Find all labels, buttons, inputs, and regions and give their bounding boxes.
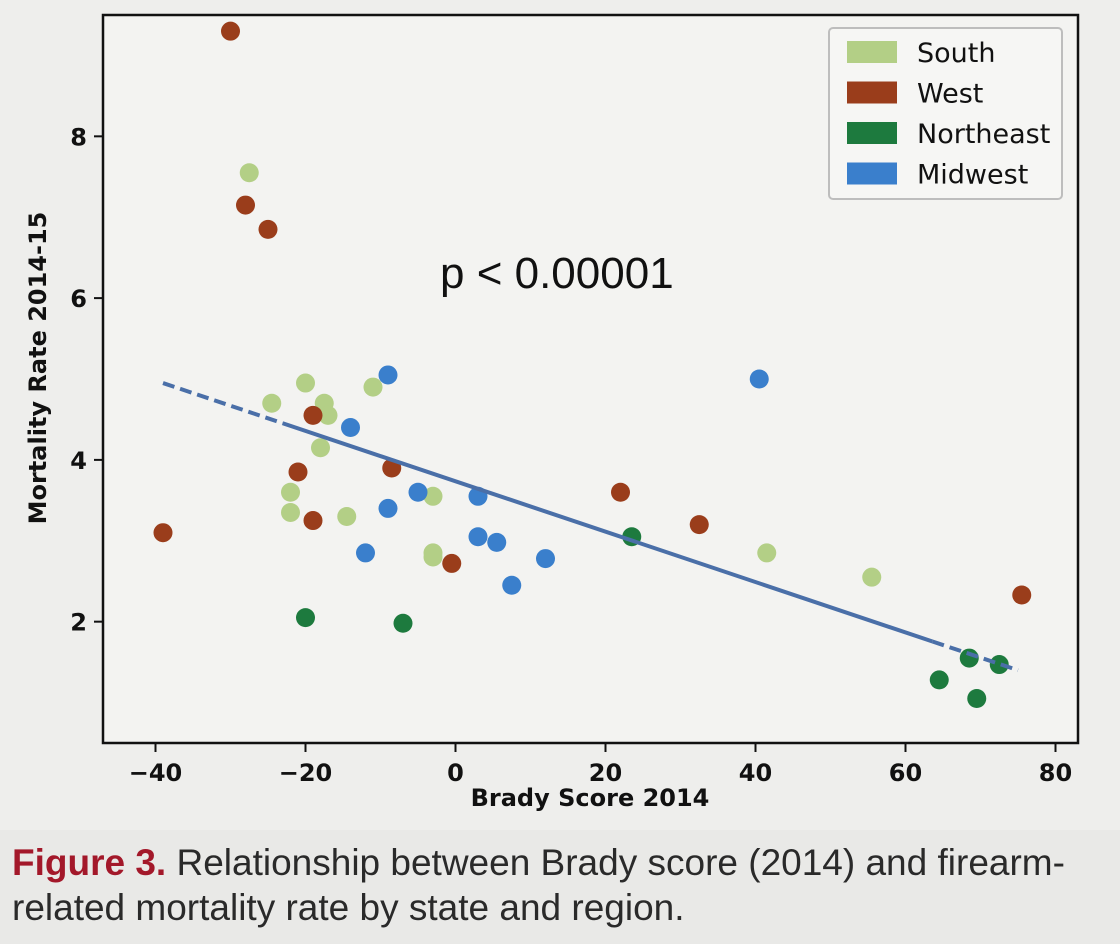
y-tick-label: 8 xyxy=(70,123,87,151)
point-northeast xyxy=(967,689,987,709)
trendline xyxy=(282,421,934,644)
point-midwest xyxy=(502,575,522,595)
trendline-start-dashed xyxy=(162,381,284,426)
legend-label-northeast: Northeast xyxy=(917,119,1050,150)
point-west xyxy=(442,553,462,573)
y-tick-label: 4 xyxy=(70,447,87,475)
legend-swatch-south xyxy=(847,41,897,63)
point-west xyxy=(303,405,323,425)
y-tick-label: 2 xyxy=(70,609,87,637)
point-midwest xyxy=(378,365,398,385)
point-south xyxy=(262,393,282,413)
point-south xyxy=(757,543,777,563)
point-west xyxy=(303,511,323,531)
point-west xyxy=(689,515,709,535)
caption-text: Relationship between Brady score (2014) … xyxy=(12,842,1065,929)
point-south xyxy=(363,377,383,397)
x-tick-label: 40 xyxy=(739,759,772,787)
point-south xyxy=(296,373,315,393)
point-west xyxy=(153,523,173,543)
y-axis-label: Mortality Rate 2014-15 xyxy=(24,212,52,525)
legend-box xyxy=(828,27,1063,200)
chart-marks xyxy=(153,21,1032,709)
point-midwest xyxy=(536,549,555,569)
point-south xyxy=(281,502,300,522)
point-west xyxy=(288,462,308,482)
point-midwest xyxy=(487,532,507,552)
axes: −40 −20 0 20 40 60 80 2 4 6 8 xyxy=(70,123,1072,787)
point-midwest xyxy=(468,527,488,547)
x-tick-label: 20 xyxy=(589,759,622,787)
point-south xyxy=(318,405,338,425)
point-south xyxy=(423,547,443,567)
x-tick-label: −40 xyxy=(129,759,183,787)
point-west xyxy=(1012,585,1032,605)
legend-label-south: South xyxy=(917,38,995,69)
scatter-chart: p < 0.00001 −40 −20 0 20 40 60 80 2 4 6 8 Brady Sc… xyxy=(24,13,1080,812)
point-northeast xyxy=(393,613,413,633)
point-midwest xyxy=(356,543,375,563)
x-tick-label: 80 xyxy=(1039,759,1072,787)
legend-swatch-northeast xyxy=(847,122,897,144)
legend-label-west: West xyxy=(917,79,983,110)
x-tick-label: −20 xyxy=(279,759,333,787)
point-west xyxy=(236,195,255,215)
x-tick-label: 60 xyxy=(889,759,922,787)
x-axis-label: Brady Score 2014 xyxy=(471,784,710,812)
point-midwest xyxy=(378,498,398,518)
point-south xyxy=(281,482,300,502)
point-south xyxy=(337,507,357,527)
p-value-annotation: p < 0.00001 xyxy=(440,249,674,298)
legend: South West Northeast Midwest xyxy=(828,27,1063,200)
legend-label-midwest: Midwest xyxy=(917,160,1028,191)
point-west xyxy=(258,219,278,239)
point-northeast xyxy=(929,670,949,690)
point-midwest xyxy=(408,482,428,502)
point-northeast xyxy=(989,655,1009,675)
point-south xyxy=(239,163,259,183)
point-west xyxy=(611,482,630,502)
legend-swatch-midwest xyxy=(847,162,897,185)
point-midwest xyxy=(749,369,769,389)
point-northeast xyxy=(296,608,315,628)
legend-swatch-west xyxy=(847,81,897,104)
point-south xyxy=(862,567,882,587)
y-tick-label: 6 xyxy=(70,285,87,313)
point-west xyxy=(221,21,240,41)
caption-label: Figure 3. xyxy=(12,842,167,883)
figure-caption: Figure 3. Relationship between Brady sco… xyxy=(12,840,1108,930)
point-south xyxy=(311,438,330,458)
trendline-end-dashed xyxy=(931,639,1019,673)
point-south xyxy=(423,486,443,506)
x-tick-label: 0 xyxy=(447,759,464,787)
point-midwest xyxy=(341,418,360,438)
